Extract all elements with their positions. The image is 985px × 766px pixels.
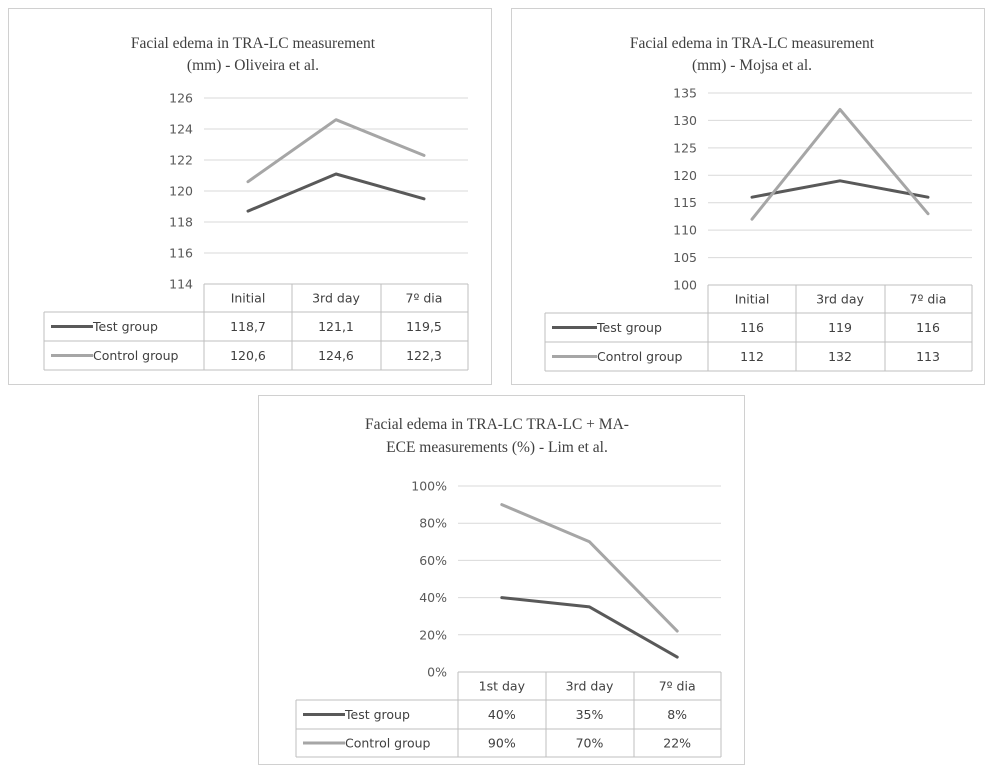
chart-panel-oliveira: Facial edema in TRA-LC measurement (mm) -… — [8, 8, 492, 385]
category-label: Initial — [231, 291, 266, 306]
chart-lim: Facial edema in TRA-LC TRA-LC + MA- ECE m… — [295, 416, 722, 758]
y-tick-label: 122 — [169, 153, 193, 168]
y-tick-label: 130 — [673, 113, 697, 128]
data-table-value: 70% — [576, 736, 604, 751]
series-line-test-group — [500, 596, 679, 659]
chart-title-line-1: Facial edema in TRA-LC TRA-LC + MA- — [365, 416, 629, 433]
chart-panel-mojsa: Facial edema in TRA-LC measurement (mm) -… — [511, 8, 985, 385]
data-table-value: 40% — [488, 707, 516, 722]
y-tick-label: 126 — [169, 91, 193, 106]
series-line-control-group — [750, 108, 930, 221]
data-table-value: 116 — [740, 320, 764, 335]
series-line-control-group — [500, 503, 679, 633]
category-label: 7º dia — [406, 291, 443, 306]
y-tick-label: 135 — [673, 86, 697, 101]
data-table-value: 124,6 — [318, 348, 354, 363]
category-label: 1st day — [479, 679, 526, 694]
legend-label: Test group — [344, 707, 410, 722]
chart-title-line-1: Facial edema in TRA-LC measurement — [630, 35, 875, 52]
y-tick-label: 110 — [673, 223, 697, 238]
chart-title-line-1: Facial edema in TRA-LC measurement — [131, 35, 376, 52]
data-table-value: 113 — [916, 349, 940, 364]
y-tick-label: 115 — [673, 195, 697, 210]
category-label: Initial — [735, 292, 770, 307]
data-table-value: 120,6 — [230, 348, 266, 363]
category-label: 3rd day — [566, 679, 614, 694]
y-tick-label: 100% — [411, 479, 447, 494]
data-table-value: 119,5 — [406, 319, 442, 334]
chart-title-line-2: ECE measurements (%) - Lim et al. — [386, 439, 608, 456]
data-table-value: 132 — [828, 349, 852, 364]
series-line-test-group — [246, 172, 426, 213]
data-table-value: 8% — [667, 707, 687, 722]
data-table-value: 118,7 — [230, 319, 266, 334]
y-tick-label: 40% — [419, 590, 447, 605]
y-tick-label: 124 — [169, 122, 193, 137]
chart-title-line-2: (mm) - Oliveira et al. — [187, 57, 319, 74]
y-tick-label: 105 — [673, 250, 697, 265]
data-table-value: 122,3 — [406, 348, 442, 363]
y-tick-label: 120 — [169, 184, 193, 199]
chart-mojsa: Facial edema in TRA-LC measurement (mm) -… — [544, 35, 973, 372]
y-tick-label: 20% — [419, 627, 447, 642]
data-table-value: 112 — [740, 349, 764, 364]
legend-label: Control group — [597, 349, 683, 364]
series-line-control-group — [246, 118, 426, 184]
y-tick-label: 80% — [419, 516, 447, 531]
data-table-value: 121,1 — [318, 319, 354, 334]
data-table-value: 35% — [576, 707, 604, 722]
chart-panel-lim: Facial edema in TRA-LC TRA-LC + MA- ECE m… — [258, 395, 745, 765]
data-table-value: 22% — [663, 736, 691, 751]
y-tick-label: 125 — [673, 140, 697, 155]
category-label: 7º dia — [659, 679, 696, 694]
legend-label: Test group — [596, 320, 662, 335]
data-table-value: 116 — [916, 320, 940, 335]
legend-label: Test group — [92, 319, 158, 334]
y-tick-label: 120 — [673, 168, 697, 183]
y-tick-label: 118 — [169, 215, 193, 230]
data-table-value: 90% — [488, 736, 516, 751]
category-label: 3rd day — [816, 292, 864, 307]
y-tick-label: 60% — [419, 553, 447, 568]
chart-title-line-2: (mm) - Mojsa et al. — [692, 57, 812, 74]
y-tick-label: 100 — [673, 278, 697, 293]
legend-label: Control group — [93, 348, 179, 363]
legend-label: Control group — [345, 736, 431, 751]
series-line-test-group — [750, 179, 930, 199]
category-label: 7º dia — [910, 292, 947, 307]
y-tick-label: 114 — [169, 277, 193, 292]
y-tick-label: 0% — [427, 665, 447, 680]
data-table-value: 119 — [828, 320, 852, 335]
y-tick-label: 116 — [169, 246, 193, 261]
category-label: 3rd day — [312, 291, 360, 306]
chart-oliveira: Facial edema in TRA-LC measurement (mm) -… — [43, 35, 469, 371]
